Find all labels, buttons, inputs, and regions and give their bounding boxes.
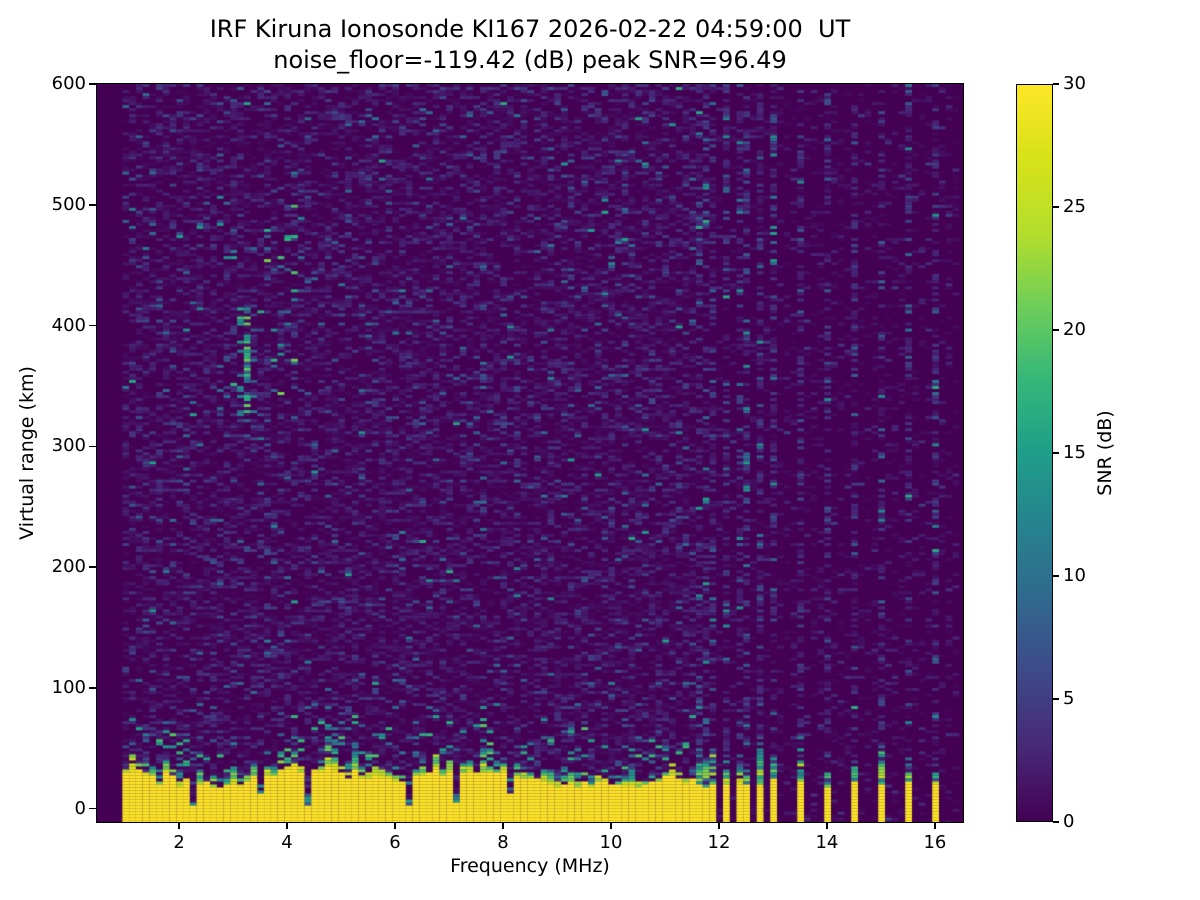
colorbar <box>1016 84 1053 822</box>
x-tick-label: 8 <box>497 832 509 853</box>
colorbar-tick-label: 10 <box>1063 565 1086 586</box>
y-tick <box>89 566 96 568</box>
x-tick <box>934 822 936 829</box>
ionogram-heatmap <box>97 84 963 822</box>
x-tick-label: 4 <box>281 832 293 853</box>
x-tick-label: 6 <box>389 832 401 853</box>
x-tick-label: 16 <box>923 832 947 853</box>
x-tick <box>610 822 612 829</box>
y-tick <box>89 807 96 810</box>
y-tick <box>89 324 96 327</box>
x-tick <box>178 822 180 829</box>
colorbar-tick <box>1053 206 1059 208</box>
colorbar-tick <box>1053 821 1059 823</box>
colorbar-tick-label: 25 <box>1063 196 1086 217</box>
y-tick <box>89 83 96 85</box>
colorbar-tick <box>1053 698 1059 700</box>
y-tick <box>89 687 96 689</box>
x-tick-label: 12 <box>707 832 731 853</box>
plot-frame <box>96 83 964 823</box>
title-block: IRF Kiruna Ionosonde KI167 2026-02-22 04… <box>97 14 963 76</box>
colorbar-tick-label: 0 <box>1063 811 1075 832</box>
colorbar-tick-label: 30 <box>1063 73 1086 94</box>
x-tick <box>394 822 396 829</box>
colorbar-label: SNR (dB) <box>1094 410 1116 496</box>
y-tick-label: 300 <box>51 435 86 457</box>
colorbar-tick <box>1053 83 1059 85</box>
y-tick-label: 0 <box>74 797 86 819</box>
y-tick-label: 600 <box>51 73 86 94</box>
colorbar-tick-label: 20 <box>1063 319 1086 340</box>
colorbar-tick <box>1053 452 1059 454</box>
y-tick <box>89 445 96 448</box>
x-tick <box>286 822 288 829</box>
y-tick-label: 500 <box>51 193 86 215</box>
x-tick-label: 2 <box>173 832 185 853</box>
colorbar-tick <box>1053 575 1059 577</box>
y-axis-label: Virtual range (km) <box>16 366 38 540</box>
y-tick-label: 200 <box>51 556 86 578</box>
x-tick <box>502 822 504 829</box>
y-tick <box>89 204 96 206</box>
chart-subtitle: noise_floor=-119.42 (dB) peak SNR=96.49 <box>273 46 787 74</box>
x-tick-label: 14 <box>815 832 839 853</box>
x-tick <box>826 822 828 829</box>
x-tick-label: 10 <box>599 832 623 853</box>
colorbar-tick <box>1053 329 1059 331</box>
x-axis-label: Frequency (MHz) <box>450 855 610 877</box>
colorbar-tick-label: 15 <box>1063 442 1086 463</box>
y-tick-label: 100 <box>51 676 86 698</box>
y-tick-label: 400 <box>51 314 86 336</box>
chart-title: IRF Kiruna Ionosonde KI167 2026-02-22 04… <box>209 15 851 43</box>
x-tick <box>718 822 720 829</box>
colorbar-tick-label: 5 <box>1063 688 1075 709</box>
